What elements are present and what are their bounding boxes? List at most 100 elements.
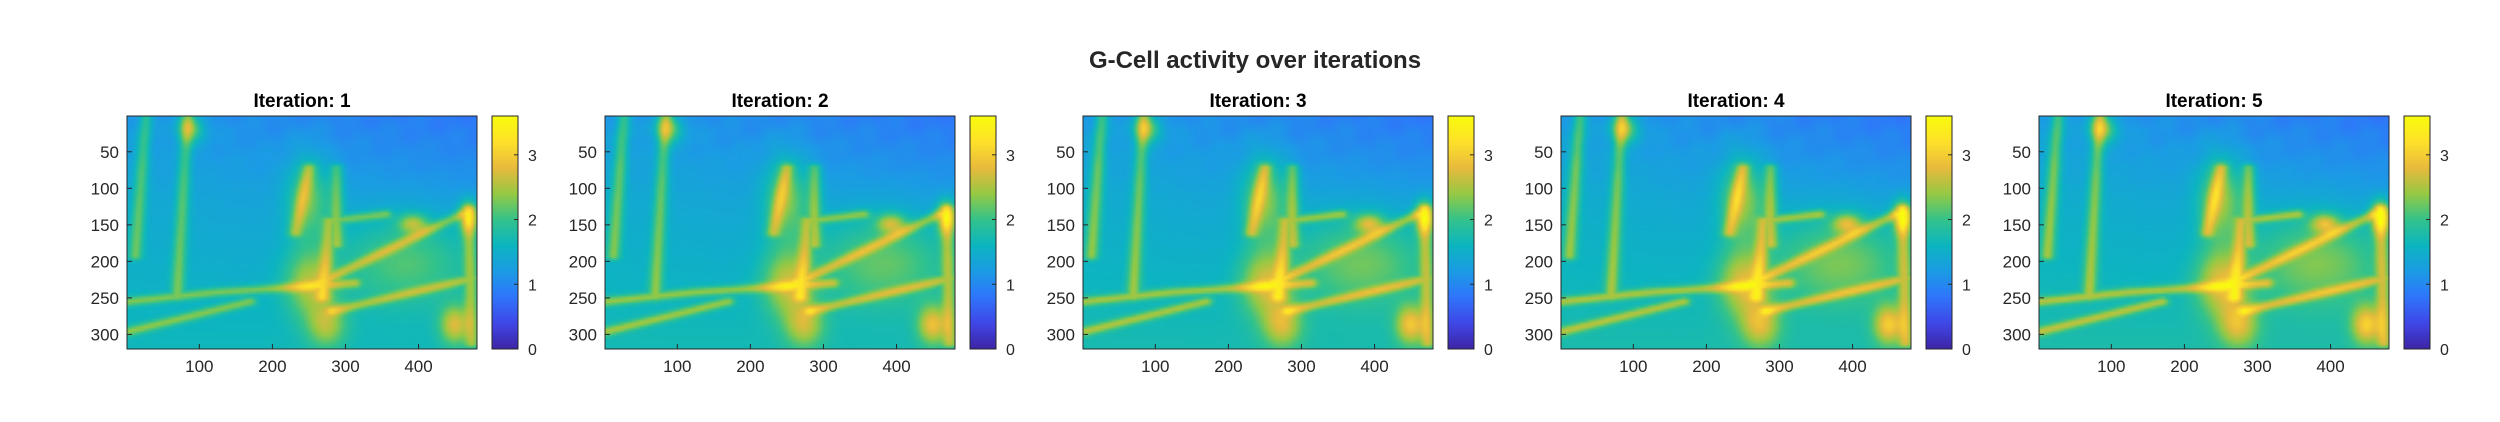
heatmap-image	[1561, 116, 1911, 349]
y-tick-label: 250	[2003, 289, 2031, 308]
y-tick-label: 200	[1047, 252, 1075, 271]
x-tick-label: 200	[1214, 357, 1242, 376]
colorbar-tick-label: 2	[528, 213, 537, 230]
x-tick-label: 100	[185, 357, 213, 376]
panel-title: Iteration: 1	[253, 91, 351, 112]
x-tick-label: 400	[2316, 357, 2344, 376]
y-tick-label: 200	[91, 252, 119, 271]
axes-box	[2038, 115, 2390, 350]
colorbar-tick-label: 2	[1006, 213, 1015, 230]
y-tick-label: 100	[569, 179, 597, 198]
y-tick-label: 50	[1534, 143, 1553, 162]
y-tick-label: 50	[578, 143, 597, 162]
y-tick-label: 200	[1525, 252, 1553, 271]
y-tick-label: 50	[1056, 143, 1075, 162]
y-tick-label: 250	[91, 289, 119, 308]
x-tick-label: 200	[736, 357, 764, 376]
colorbar-tick-label: 0	[2440, 342, 2449, 359]
colorbar-box	[969, 115, 997, 350]
colorbar-tick-label: 3	[1962, 148, 1971, 165]
y-tick-label: 300	[91, 325, 119, 344]
x-tick-label: 100	[2097, 357, 2125, 376]
colorbar-tick-label: 2	[2440, 213, 2449, 230]
x-tick-label: 200	[1692, 357, 1720, 376]
colorbar-tick-label: 3	[1484, 148, 1493, 165]
colorbar-tick-label: 2	[1962, 213, 1971, 230]
panel-1: Iteration: 1 100 200 300 400 50 100 150 200 250 30…	[91, 91, 537, 376]
colorbar-box	[491, 115, 519, 350]
y-tick-label: 250	[1525, 289, 1553, 308]
x-tick-label: 300	[331, 357, 359, 376]
y-tick-label: 150	[569, 216, 597, 235]
x-tick-label: 300	[809, 357, 837, 376]
x-tick-label: 200	[2170, 357, 2198, 376]
colorbar-tick-label: 1	[2440, 277, 2449, 294]
y-tick-label: 100	[91, 179, 119, 198]
colorbar-box	[1925, 115, 1953, 350]
colorbar-tick-label: 0	[1962, 342, 1971, 359]
colorbar	[970, 116, 996, 349]
y-tick-label: 300	[2003, 325, 2031, 344]
axes-box	[604, 115, 956, 350]
colorbar-tick-label: 3	[2440, 148, 2449, 165]
axes-box	[1082, 115, 1434, 350]
y-tick-label: 300	[569, 325, 597, 344]
panel-title: Iteration: 2	[731, 91, 828, 112]
heatmap-image	[2039, 116, 2389, 349]
colorbar-tick-label: 1	[1484, 277, 1493, 294]
y-tick-label: 150	[2003, 216, 2031, 235]
figure-title: G-Cell activity over iterations	[1089, 47, 1421, 74]
x-tick-label: 200	[258, 357, 286, 376]
colorbar-tick-label: 1	[1962, 277, 1971, 294]
y-tick-label: 150	[91, 216, 119, 235]
x-tick-label: 400	[1838, 357, 1866, 376]
heatmap-image	[605, 116, 955, 349]
y-tick-label: 300	[1047, 325, 1075, 344]
x-tick-label: 400	[1360, 357, 1388, 376]
colorbar	[492, 116, 518, 349]
x-tick-label: 300	[1287, 357, 1315, 376]
y-tick-label: 50	[100, 143, 119, 162]
y-tick-label: 100	[1525, 179, 1553, 198]
x-tick-label: 300	[2243, 357, 2271, 376]
colorbar-box	[1447, 115, 1475, 350]
y-tick-label: 300	[1525, 325, 1553, 344]
y-tick-label: 100	[2003, 179, 2031, 198]
y-tick-label: 150	[1047, 216, 1075, 235]
colorbar-tick-label: 3	[528, 148, 537, 165]
y-tick-label: 250	[569, 289, 597, 308]
y-tick-label: 200	[2003, 252, 2031, 271]
panel-title: Iteration: 5	[2165, 91, 2263, 112]
colorbar-tick-label: 3	[1006, 148, 1015, 165]
colorbar-tick-label: 0	[1484, 342, 1493, 359]
y-tick-label: 100	[1047, 179, 1075, 198]
colorbar-tick-label: 1	[1006, 277, 1015, 294]
y-tick-label: 250	[1047, 289, 1075, 308]
x-tick-label: 100	[1619, 357, 1647, 376]
colorbar-tick-label: 0	[1006, 342, 1015, 359]
y-tick-label: 200	[569, 252, 597, 271]
x-tick-label: 100	[663, 357, 691, 376]
colorbar	[1926, 116, 1952, 349]
colorbar-tick-label: 1	[528, 277, 537, 294]
x-tick-label: 100	[1141, 357, 1169, 376]
colorbar	[2404, 116, 2430, 349]
x-tick-label: 400	[882, 357, 910, 376]
x-tick-label: 300	[1765, 357, 1793, 376]
colorbar-tick-label: 2	[1484, 213, 1493, 230]
heatmap-image	[1083, 116, 1433, 349]
y-tick-label: 150	[1525, 216, 1553, 235]
colorbar-box	[2403, 115, 2431, 350]
colorbar	[1448, 116, 1474, 349]
x-tick-label: 400	[404, 357, 432, 376]
axes-box	[1560, 115, 1912, 350]
heatmap-image	[127, 116, 477, 349]
panel-title: Iteration: 3	[1209, 91, 1306, 112]
panel-title: Iteration: 4	[1687, 91, 1785, 112]
